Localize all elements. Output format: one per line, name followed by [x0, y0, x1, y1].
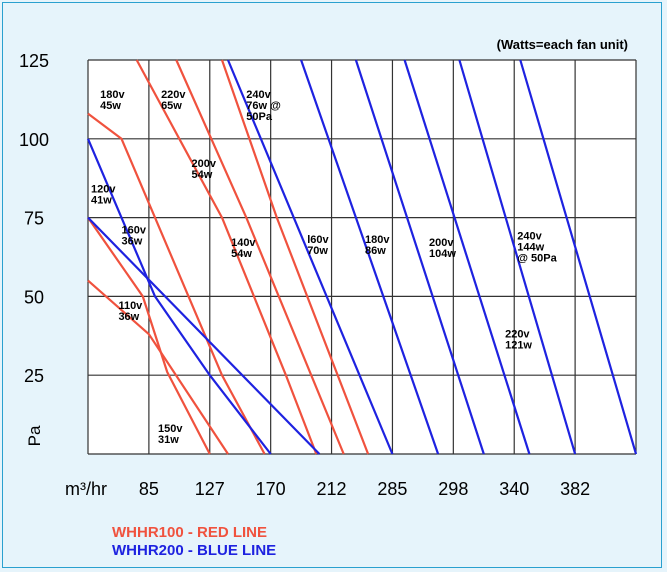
legend: WHHR100 - RED LINE WHHR200 - BLUE LINE: [112, 524, 276, 560]
annotation-line: 70w: [307, 245, 328, 257]
annotation-line: 200v: [429, 237, 454, 249]
series-line-12: [458, 59, 577, 455]
annotation-line: 120v: [91, 183, 116, 195]
series-line-1: [87, 216, 211, 455]
annotation-line: 180v: [100, 89, 125, 101]
annotation-label: 180v 45w: [100, 89, 125, 112]
y-axis-label: Pa: [25, 425, 44, 446]
series-line-2: [87, 112, 266, 455]
annotation-label: 160v 36w: [121, 224, 146, 247]
annotation-line: 220v: [161, 89, 186, 101]
y-tick-label: 50: [24, 287, 44, 307]
series-line-7: [86, 138, 272, 455]
x-tick-label: 127: [195, 479, 225, 499]
annotation-line: 121w: [505, 339, 532, 351]
series-line-13: [519, 59, 638, 455]
legend-item: WHHR100 - RED LINE: [112, 524, 268, 541]
annotation-line: 180v: [365, 234, 390, 246]
annotation-line: 160v: [121, 224, 146, 236]
annotation-line: 41w: [91, 194, 112, 206]
annotation-label: 240v 76w @50Pa: [246, 89, 281, 123]
tick-layer: 125 100 75 50 25 85 127 170 212 285 298 340 382 m³/hr…: [19, 51, 590, 499]
annotation-label: 150v 31w: [158, 423, 183, 446]
series-line-9: [300, 59, 440, 455]
annotation-line: 36w: [118, 311, 139, 323]
annotation-line: 45w: [100, 100, 121, 112]
annotation-line: 31w: [158, 434, 179, 446]
series-line-11: [403, 59, 531, 455]
annotation-label: 140v 54w: [231, 237, 256, 260]
legend-item: WHHR200 - BLUE LINE: [112, 542, 277, 559]
chart-frame: [2, 2, 662, 568]
annotation-label: 220v 121w: [505, 328, 532, 351]
annotation-line: 104w: [429, 248, 456, 260]
annotation-line: 36w: [121, 235, 142, 247]
annotation-line: 140v: [231, 237, 256, 249]
series-line-0: [87, 279, 229, 455]
annotation-line: 54w: [192, 169, 213, 181]
annotation-line: 86w: [365, 245, 386, 257]
annotation-label: l60v 70w: [307, 234, 329, 257]
annotation-line: 144w: [517, 242, 544, 254]
y-tick-label: 75: [24, 209, 44, 229]
annotation-line: l60v: [307, 234, 329, 246]
y-tick-label: 25: [24, 366, 44, 386]
y-tick-label: 100: [19, 130, 49, 150]
annotation-line: 54w: [231, 248, 252, 260]
x-tick-label: 298: [438, 479, 468, 499]
series-line-3: [135, 59, 318, 455]
x-tick-label: 212: [317, 479, 347, 499]
series-layer: [86, 59, 638, 455]
annotation-label: 220v 65w: [161, 89, 186, 112]
annotation-line: 220v: [505, 328, 530, 340]
series-line-8: [226, 59, 394, 455]
annotation-line: 76w @: [246, 100, 281, 112]
y-tick-label: 125: [19, 51, 49, 71]
x-tick-label: 340: [499, 479, 529, 499]
series-line-10: [354, 59, 485, 455]
x-tick-label: 85: [139, 479, 159, 499]
chart-note: (Watts=each fan unit): [497, 37, 628, 52]
annotation-label: 200v 54w: [192, 158, 217, 181]
annotation-label: 120v 41w: [91, 183, 116, 206]
annotation-label: 110v 36w: [118, 300, 143, 323]
annotation-line: 200v: [192, 158, 217, 170]
grid: [87, 59, 637, 455]
annotation-line: @ 50Pa: [517, 253, 557, 265]
annotation-label: 240v 144w @ 50Pa: [517, 231, 557, 265]
x-axis-label: m³/hr: [65, 479, 107, 499]
series-line-4: [175, 59, 345, 455]
annotation-line: 65w: [161, 100, 182, 112]
plot-area: [88, 60, 636, 454]
annotation-label: 180v 86w: [365, 234, 390, 257]
annotation-line: 150v: [158, 423, 183, 435]
x-tick-label: 170: [256, 479, 286, 499]
annotation-line: 240v: [246, 89, 271, 101]
x-tick-label: 285: [377, 479, 407, 499]
annotation-line: 240v: [517, 231, 542, 243]
series-line-6: [87, 216, 321, 455]
annotation-label: 200v 104w: [429, 237, 456, 260]
annotation-line: 110v: [118, 300, 143, 312]
x-tick-label: 382: [560, 479, 590, 499]
series-line-5: [220, 59, 370, 455]
annotation-line: 50Pa: [246, 111, 273, 123]
